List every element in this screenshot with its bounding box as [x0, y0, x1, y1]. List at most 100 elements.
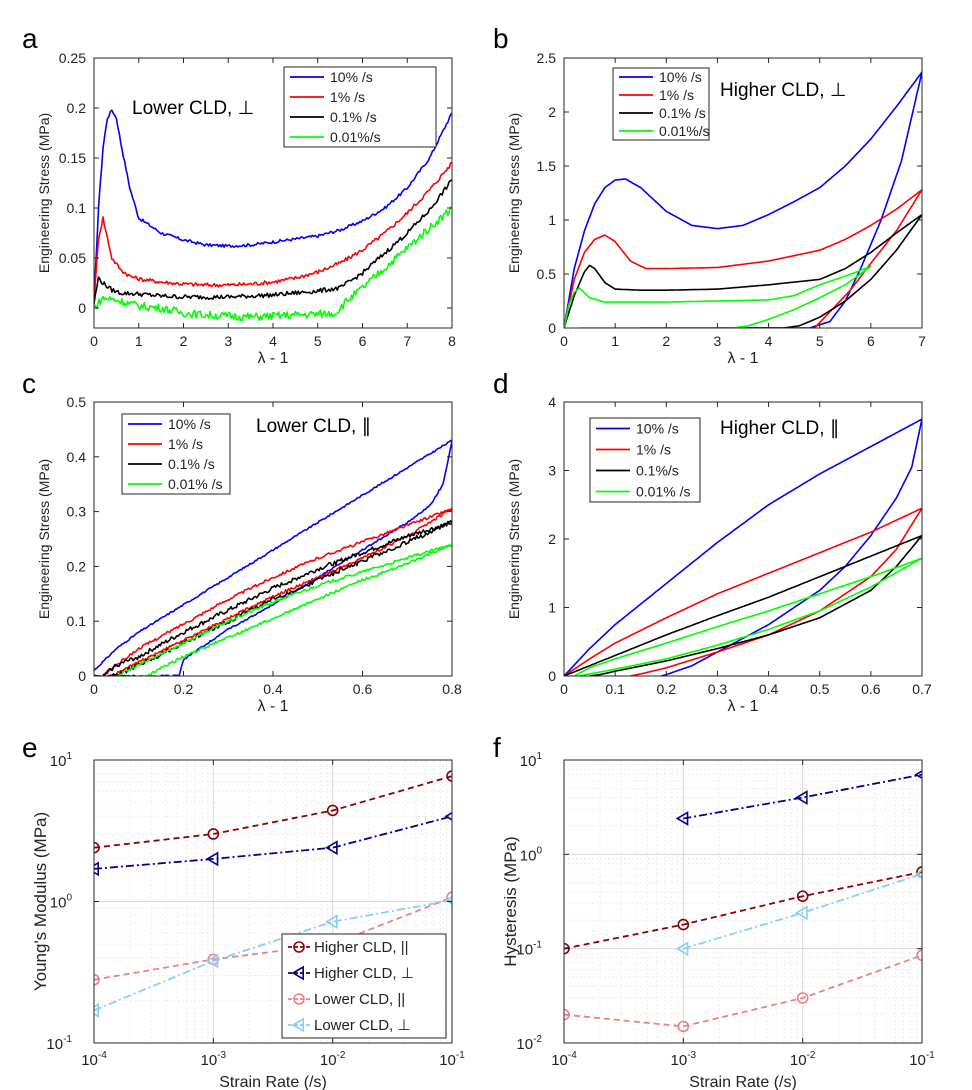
y-tick-label-e-2-exponent: 1: [66, 751, 72, 762]
y-tick-label-c-0: 0: [78, 668, 86, 684]
data-point-f-2-2: [796, 992, 809, 1004]
x-tick-label-e-1: 10-3: [201, 1050, 227, 1069]
chart-title-a: Lower CLD, ⊥: [132, 98, 254, 119]
series-line-d-3: [573, 557, 922, 676]
data-point-f-3-2: [914, 869, 922, 879]
y-tick-label-e-1-exponent: 0: [66, 893, 72, 904]
x-tick-label-a-2: 2: [180, 333, 188, 349]
series-group-d: [564, 418, 922, 676]
legend-d: 10% /s 1% /s 0.1%/s 0.01% /s: [589, 417, 701, 503]
panel-label-d: d: [493, 368, 509, 399]
y-tick-label-d-4: 4: [548, 394, 556, 410]
legend-a: 10% /s 1% /s 0.1% /s 0.01%/s: [283, 66, 437, 148]
x-tick-label-f-3-exponent: -1: [926, 1050, 935, 1061]
series-line-a-3: [94, 206, 452, 322]
x-tick-label-b-0: 0: [560, 333, 568, 349]
x-tick-label-d-3: 0.3: [708, 681, 728, 697]
x-tick-label-a-6: 6: [359, 333, 367, 349]
chart-title-c: Lower CLD, ∥: [256, 416, 371, 437]
series-line-c-0: [94, 439, 452, 676]
x-tick-label-f-1-base: 10: [671, 1052, 688, 1069]
legend-marker-e-3: [291, 1017, 305, 1033]
data-point-f-3-0: [675, 941, 689, 957]
y-tick-label-a-1: 0.05: [59, 250, 86, 266]
x-tick-label-e-0: 10-4: [81, 1050, 107, 1069]
data-point-e-3-1: [205, 953, 219, 969]
panel-label-b: b: [493, 23, 509, 54]
x-tick-label-f-0-base: 10: [551, 1052, 568, 1069]
series-line-f-3: [683, 873, 922, 950]
x-tick-label-d-7: 0.7: [912, 681, 932, 697]
y-tick-label-f-3-exponent: 1: [536, 751, 542, 762]
chart-panel-c: c 0 0.2 0.4 0.6 0.8 0 0.1 0.2 0.3 0.4 0.5 λ - 1 Engin…: [22, 368, 462, 715]
series-line-b-2: [564, 213, 922, 328]
data-point-f-3-1: [795, 905, 808, 921]
x-tick-label-f-2-exponent: -2: [807, 1050, 816, 1061]
series-line-d-0: [564, 418, 922, 676]
x-tick-label-b-7: 7: [918, 333, 926, 349]
x-tick-label-b-1: 1: [611, 333, 619, 349]
data-point-f-1-2: [914, 770, 922, 780]
y-tick-label-d-1: 1: [548, 600, 556, 616]
series-line-b-0: [564, 71, 922, 328]
series-line-a-0: [94, 109, 452, 302]
y-tick-label-f-0: 10-2: [516, 1034, 542, 1053]
legend-label-c-2: 0.1% /s: [168, 456, 215, 472]
legend-label-b-2: 0.1% /s: [659, 105, 706, 121]
y-tick-label-d-2: 2: [548, 531, 556, 547]
axes-box-b: [563, 57, 923, 329]
panel-label-e: e: [22, 732, 38, 763]
x-tick-label-a-3: 3: [224, 333, 232, 349]
series-line-f-2: [564, 954, 922, 1028]
y-tick-label-d-3: 3: [548, 463, 556, 479]
legend-label-b-1: 1% /s: [659, 87, 694, 103]
y-tick-label-f-2: 100: [520, 845, 543, 864]
legend-label-c-3: 0.01% /s: [168, 476, 222, 492]
y-axis-label-b: Engineering Stress (MPa): [506, 113, 522, 273]
x-axis-label-f: Strain Rate (/s): [689, 1074, 797, 1090]
legend-label-b-3: 0.01%/s: [659, 123, 710, 139]
data-point-f-2-1: [677, 1020, 690, 1033]
data-point-e-2-3: [446, 891, 452, 904]
series-line-a-2: [94, 179, 452, 304]
series-group-f: [564, 770, 922, 1033]
x-tick-label-b-4: 4: [765, 333, 773, 349]
data-point-e-1-0: [94, 861, 99, 877]
y-tick-label-f-1: 10-1: [516, 940, 542, 959]
legend-label-a-0: 10% /s: [330, 69, 373, 85]
x-tick-label-e-3: 10-1: [439, 1050, 465, 1069]
axes-box-f: [563, 759, 923, 1044]
legend-label-e-0: Higher CLD, ||: [314, 939, 409, 956]
y-tick-label-b-4: 2: [548, 104, 556, 120]
data-point-e-0-0: [94, 841, 100, 854]
legend-label-d-0: 10% /s: [636, 421, 679, 437]
y-tick-label-c-1: 0.1: [67, 613, 87, 629]
series-line-e-3: [94, 899, 452, 1012]
x-tick-label-c-3: 0.6: [353, 681, 373, 697]
x-tick-label-e-0-exponent: -4: [98, 1050, 107, 1061]
x-tick-label-a-5: 5: [314, 333, 322, 349]
data-point-e-1-1: [205, 851, 219, 867]
y-tick-label-e-0-exponent: -1: [63, 1034, 72, 1045]
series-line-e-0: [94, 775, 452, 849]
x-tick-label-e-2: 10-2: [320, 1050, 346, 1069]
x-tick-label-f-2-base: 10: [790, 1052, 807, 1069]
y-tick-label-f-2-exponent: 0: [536, 845, 542, 856]
x-tick-label-c-4: 0.8: [442, 681, 462, 697]
y-axis-label-d: Engineering Stress (MPa): [506, 459, 522, 619]
x-tick-label-b-6: 6: [867, 333, 875, 349]
series-line-e-1: [94, 815, 452, 870]
data-point-f-2-0: [564, 1008, 570, 1021]
y-tick-label-f-2-base: 10: [520, 847, 537, 864]
x-tick-label-f-1-exponent: -3: [687, 1050, 696, 1061]
legend-b: 10% /s 1% /s 0.1% /s 0.01%/s: [612, 67, 710, 141]
x-axis-label-a: λ - 1: [257, 350, 288, 367]
legend-marker-e-2: [293, 993, 305, 1005]
y-axis-label-e: Young's Modulus (MPa): [31, 812, 50, 991]
series-line-c-1: [102, 507, 452, 676]
y-tick-label-e-1-base: 10: [50, 895, 67, 912]
x-tick-label-a-8: 8: [448, 333, 456, 349]
data-point-e-1-2: [325, 840, 338, 856]
